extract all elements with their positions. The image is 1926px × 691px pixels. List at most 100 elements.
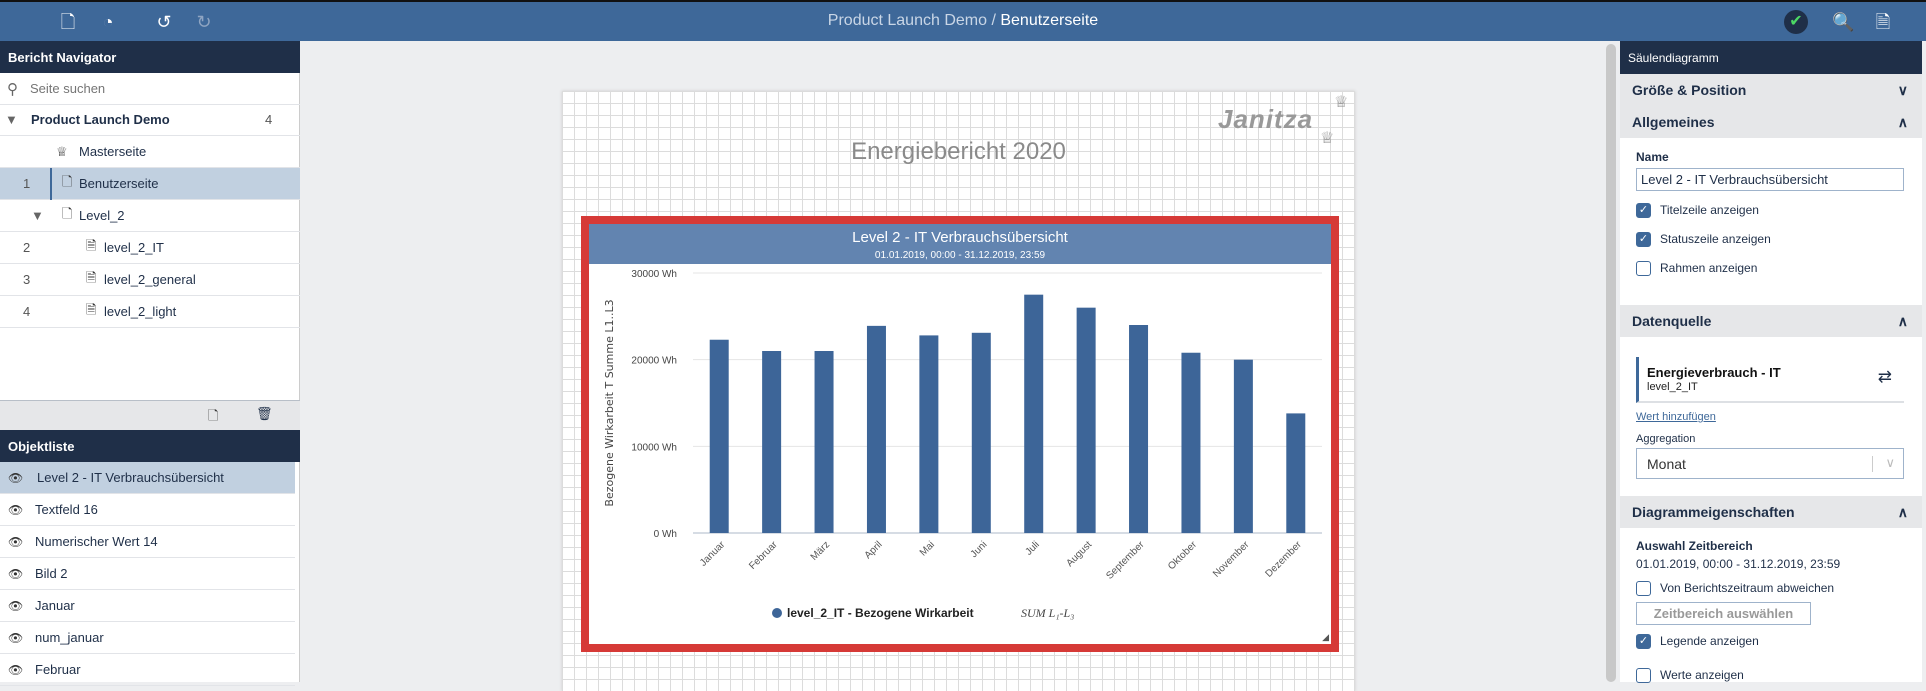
section-size-position[interactable]: Größe & Position ∨: [1620, 74, 1922, 106]
page-count: 4: [265, 112, 273, 127]
checkbox-label: Titelzeile anzeigen: [1660, 203, 1759, 217]
y-tick-label: 30000 Wh: [631, 269, 677, 280]
search-input[interactable]: [30, 81, 290, 96]
top-toolbar: 🗋 ◔ ↺ ↻ Product Launch Demo / Benutzerse…: [0, 0, 1926, 41]
section-datasource[interactable]: Datenquelle ∧: [1620, 305, 1922, 337]
bar: [1233, 359, 1253, 533]
page-search[interactable]: ⚲: [0, 73, 300, 105]
aggregation-label: Aggregation: [1636, 433, 1696, 445]
tree-item-label: Benutzerseite: [79, 176, 159, 191]
select-divider: [1872, 456, 1873, 472]
undo-icon[interactable]: ↺: [156, 12, 172, 32]
page-number: 1: [23, 176, 31, 191]
x-tick-label: März: [809, 539, 833, 563]
datasource-item[interactable]: Energieverbrauch - IT level_2_IT ⇄: [1636, 357, 1904, 403]
object-list-item[interactable]: 👁 num_januar: [0, 622, 295, 654]
janitza-logo[interactable]: Janitza: [1218, 104, 1314, 134]
file-plus-icon[interactable]: 🗋: [60, 12, 76, 32]
datasource-title: Energieverbrauch - IT: [1647, 365, 1781, 380]
project-label: Product Launch Demo: [31, 112, 170, 127]
eye-icon[interactable]: 👁: [8, 502, 24, 517]
search-icon: ⚲: [7, 80, 18, 98]
rahmen-checkbox[interactable]: [1636, 261, 1651, 276]
triangle-down-icon[interactable]: ▼: [31, 208, 44, 223]
section-general[interactable]: Allgemeines ∧: [1620, 106, 1922, 138]
object-list-item[interactable]: 👁 Textfeld 16: [0, 494, 295, 526]
swap-icon[interactable]: ⇄: [1877, 367, 1892, 386]
breadcrumb-separator: /: [987, 12, 1001, 29]
chevron-up-icon: ∧: [1897, 503, 1908, 520]
object-list-item[interactable]: 👁 Februar: [0, 654, 295, 686]
tree-item-level-2[interactable]: ▼ 🗋 Level_2: [0, 200, 300, 232]
navigator-header: Bericht Navigator: [0, 41, 300, 73]
object-label: num_januar: [35, 630, 104, 645]
section-diagram-properties[interactable]: Diagrammeigenschaften ∧: [1620, 496, 1922, 528]
page-number: 2: [23, 240, 31, 255]
name-label: Name: [1636, 150, 1669, 164]
left-sidebar: Bericht Navigator ⚲ ▼ Product Launch Dem…: [0, 41, 300, 686]
crown-icon: ♕: [1334, 94, 1349, 111]
gauge-icon[interactable]: ◔: [102, 12, 114, 32]
checkbox-label: Statuszeile anzeigen: [1660, 232, 1771, 246]
eye-icon[interactable]: 👁: [8, 566, 24, 581]
object-label: Level 2 - IT Verbrauchsübersicht: [37, 470, 224, 485]
titelzeile-checkbox[interactable]: ✓: [1636, 203, 1651, 218]
tree-project[interactable]: ▼ Product Launch Demo 4: [0, 104, 300, 136]
tree-item-masterseite[interactable]: ♕ Masterseite: [0, 136, 300, 168]
tree-item-label: Masterseite: [79, 144, 147, 159]
tree-item-label: Level_2: [79, 208, 125, 223]
crown-icon: ♕: [1320, 130, 1335, 147]
tree-item-level-2-it[interactable]: 2 🗎 level_2_IT: [0, 232, 300, 264]
object-label: Textfeld 16: [35, 502, 98, 517]
eye-icon[interactable]: 👁: [8, 662, 24, 677]
statuszeile-checkbox[interactable]: ✓: [1636, 232, 1651, 247]
object-list-item[interactable]: 👁 Bild 2: [0, 558, 295, 590]
trash-icon[interactable]: 🗑: [256, 406, 273, 421]
values-checkbox[interactable]: [1636, 668, 1651, 683]
chevron-up-icon: ∧: [1897, 113, 1908, 130]
export-icon[interactable]: 🗎: [1875, 12, 1891, 32]
name-input[interactable]: [1636, 168, 1904, 191]
object-label: Bild 2: [35, 566, 68, 581]
eye-icon[interactable]: 👁: [8, 534, 24, 549]
properties-panel: Säulendiagramm Größe & Position ∨ Allgeme…: [1620, 41, 1922, 683]
object-list-item[interactable]: 👁 Numerischer Wert 14: [0, 526, 295, 558]
object-label: Numerischer Wert 14: [35, 534, 158, 549]
bar-chart: 0 Wh 10000 Wh 20000 Wh 30000 Wh Bezogene Wir…: [603, 269, 1322, 620]
preview-icon[interactable]: 🔍: [1832, 12, 1855, 32]
breadcrumb-project[interactable]: Product Launch Demo: [827, 12, 987, 29]
y-tick-label: 10000 Wh: [631, 442, 677, 453]
range-label: Auswahl Zeitbereich: [1636, 539, 1753, 553]
new-page-icon[interactable]: 🗋: [208, 408, 219, 423]
bar: [971, 332, 991, 533]
aggregation-select[interactable]: Monat ∨: [1636, 448, 1904, 479]
chart-widget[interactable]: Level 2 - IT Verbrauchsübersicht 01.01.2…: [581, 216, 1339, 652]
deviate-checkbox[interactable]: [1636, 581, 1651, 596]
resize-handle-icon[interactable]: ◢: [1322, 632, 1329, 642]
bar: [762, 351, 782, 533]
select-range-button[interactable]: Zeitbereich auswählen: [1636, 602, 1811, 625]
checkbox-label: Rahmen anzeigen: [1660, 261, 1758, 275]
object-list-item[interactable]: 👁 Level 2 - IT Verbrauchsübersicht: [0, 462, 295, 494]
breadcrumb-page: Benutzerseite: [1000, 12, 1099, 29]
tree-item-level-2-light[interactable]: 4 🗎 level_2_light: [0, 296, 300, 328]
eye-icon[interactable]: 👁: [8, 598, 24, 613]
page-title[interactable]: Energiebericht 2020: [851, 138, 1066, 165]
tree-item-benutzerseite[interactable]: 1 🗋 Benutzerseite: [0, 168, 300, 200]
add-value-link[interactable]: Wert hinzufügen: [1636, 411, 1716, 423]
triangle-down-icon[interactable]: ▼: [5, 112, 18, 127]
redo-icon[interactable]: ↻: [196, 12, 212, 32]
legend-checkbox[interactable]: ✓: [1636, 634, 1651, 649]
range-value: 01.01.2019, 00:00 - 31.12.2019, 23:59: [1636, 557, 1841, 571]
eye-icon[interactable]: 👁: [8, 630, 24, 645]
chevron-down-icon: ∨: [1885, 455, 1895, 470]
x-tick-label: Juli: [1023, 539, 1041, 557]
object-list-item[interactable]: 👁 Januar: [0, 590, 295, 622]
eye-icon[interactable]: 👁: [8, 470, 24, 485]
canvas-scrollbar[interactable]: [1606, 44, 1616, 682]
tree-item-level-2-general[interactable]: 3 🗎 level_2_general: [0, 264, 300, 296]
status-ok-icon[interactable]: ✔: [1784, 10, 1808, 34]
navigator-toolbar: 🗋 🗑: [0, 400, 300, 430]
legend-suffix: SUM L₁-L₃: [1021, 606, 1074, 620]
x-tick-label: Juni: [969, 539, 990, 560]
